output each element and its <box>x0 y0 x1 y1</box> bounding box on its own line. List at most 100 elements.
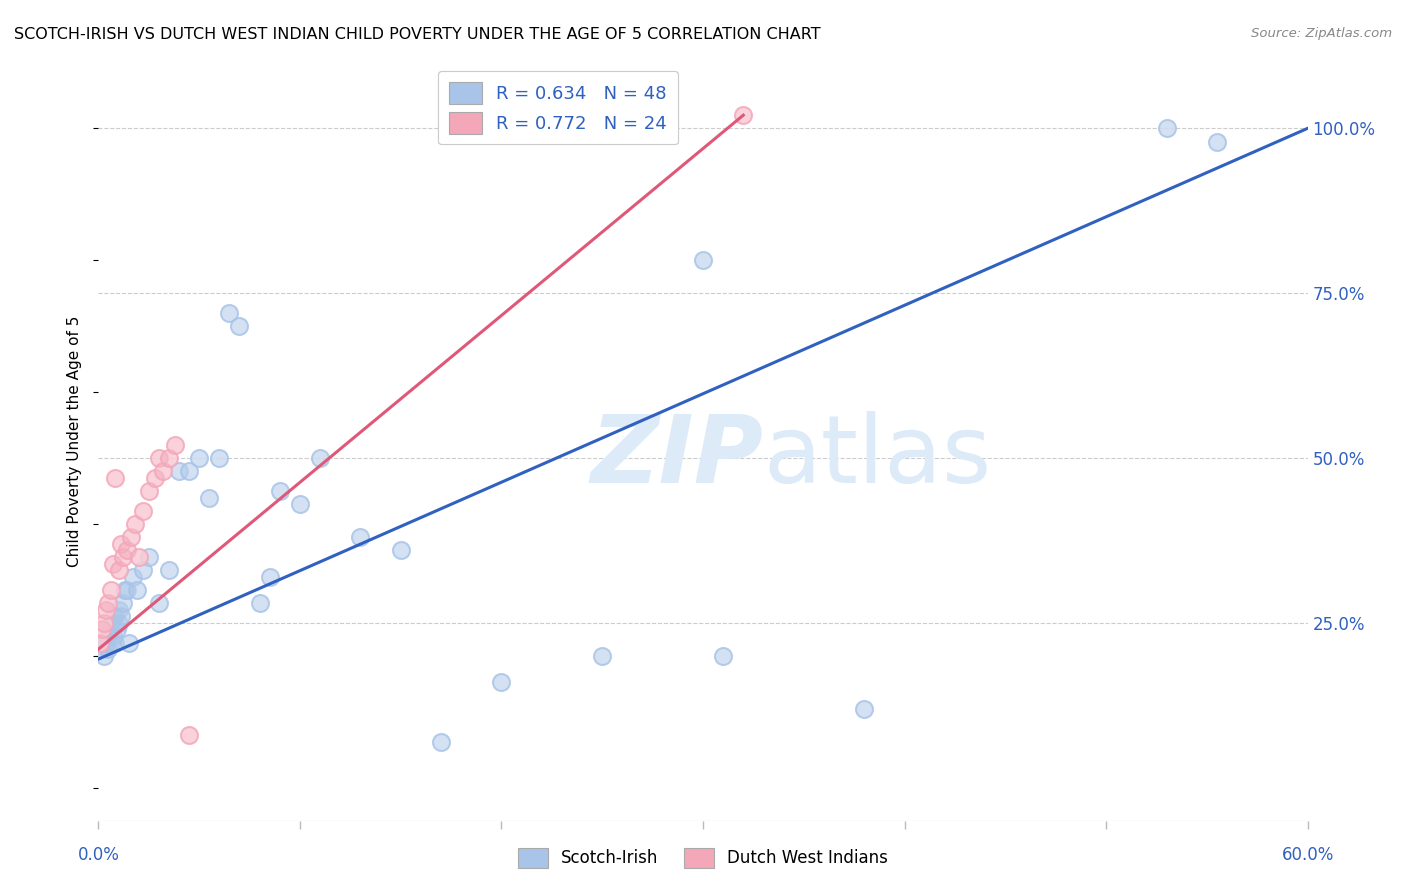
Point <box>259 570 281 584</box>
Point <box>111 596 134 610</box>
Point <box>188 450 211 465</box>
Point <box>591 648 613 663</box>
Point <box>132 504 155 518</box>
Point <box>188 450 211 465</box>
Point <box>124 516 146 531</box>
Point <box>208 450 231 465</box>
Point <box>132 563 155 577</box>
Point <box>96 635 118 649</box>
Point <box>124 516 146 531</box>
Point <box>91 635 114 649</box>
Point <box>100 623 122 637</box>
Legend: Scotch-Irish, Dutch West Indians: Scotch-Irish, Dutch West Indians <box>512 841 894 875</box>
Point <box>228 319 250 334</box>
Point <box>96 635 118 649</box>
Point <box>269 483 291 498</box>
Point <box>125 582 148 597</box>
Point <box>208 450 231 465</box>
Point <box>91 623 114 637</box>
Point <box>853 701 876 715</box>
Point <box>128 549 150 564</box>
Point <box>711 648 734 663</box>
Point <box>100 582 122 597</box>
Point <box>111 549 134 564</box>
Point <box>288 497 311 511</box>
Point <box>733 108 755 122</box>
Point <box>107 563 129 577</box>
Point <box>389 543 412 558</box>
Point <box>389 543 412 558</box>
Point <box>115 582 138 597</box>
Point <box>259 570 281 584</box>
Point <box>430 734 453 748</box>
Point <box>97 629 120 643</box>
Point <box>491 675 513 690</box>
Point <box>101 615 124 630</box>
Point <box>110 609 132 624</box>
Point <box>97 642 120 657</box>
Point <box>853 701 876 715</box>
Point <box>179 464 201 478</box>
Point <box>105 623 128 637</box>
Point <box>91 623 114 637</box>
Point <box>1156 121 1178 136</box>
Point <box>107 563 129 577</box>
Point <box>89 635 111 649</box>
Point <box>148 596 170 610</box>
Point <box>101 629 124 643</box>
Point <box>103 609 125 624</box>
Point <box>163 438 186 452</box>
Point <box>157 450 180 465</box>
Point <box>148 450 170 465</box>
Point <box>249 596 271 610</box>
Point <box>115 543 138 558</box>
Point <box>96 602 118 616</box>
Point <box>148 450 170 465</box>
Point <box>107 615 129 630</box>
Point <box>110 537 132 551</box>
Point <box>101 557 124 571</box>
Point <box>103 635 125 649</box>
Point <box>218 306 240 320</box>
Point <box>1206 135 1229 149</box>
Point <box>93 648 115 663</box>
Point <box>692 253 714 268</box>
Point <box>349 530 371 544</box>
Point <box>93 648 115 663</box>
Point <box>97 596 120 610</box>
Point <box>89 642 111 657</box>
Point <box>152 464 174 478</box>
Point <box>179 464 201 478</box>
Point <box>143 471 166 485</box>
Point <box>163 438 186 452</box>
Point <box>114 582 136 597</box>
Point <box>103 609 125 624</box>
Point <box>111 596 134 610</box>
Point <box>100 635 122 649</box>
Point <box>125 582 148 597</box>
Point <box>1156 121 1178 136</box>
Point <box>105 623 128 637</box>
Point <box>349 530 371 544</box>
Point <box>733 108 755 122</box>
Point <box>100 623 122 637</box>
Point <box>167 464 190 478</box>
Point <box>114 582 136 597</box>
Point <box>89 642 111 657</box>
Point <box>121 570 143 584</box>
Point <box>103 471 125 485</box>
Point <box>93 615 115 630</box>
Point <box>591 648 613 663</box>
Point <box>218 306 240 320</box>
Point <box>120 530 142 544</box>
Point <box>97 596 120 610</box>
Point <box>157 563 180 577</box>
Point <box>138 483 160 498</box>
Point <box>132 504 155 518</box>
Point <box>115 543 138 558</box>
Point <box>107 602 129 616</box>
Text: 0.0%: 0.0% <box>77 846 120 863</box>
Point <box>103 635 125 649</box>
Text: ZIP: ZIP <box>591 410 763 503</box>
Point <box>118 635 141 649</box>
